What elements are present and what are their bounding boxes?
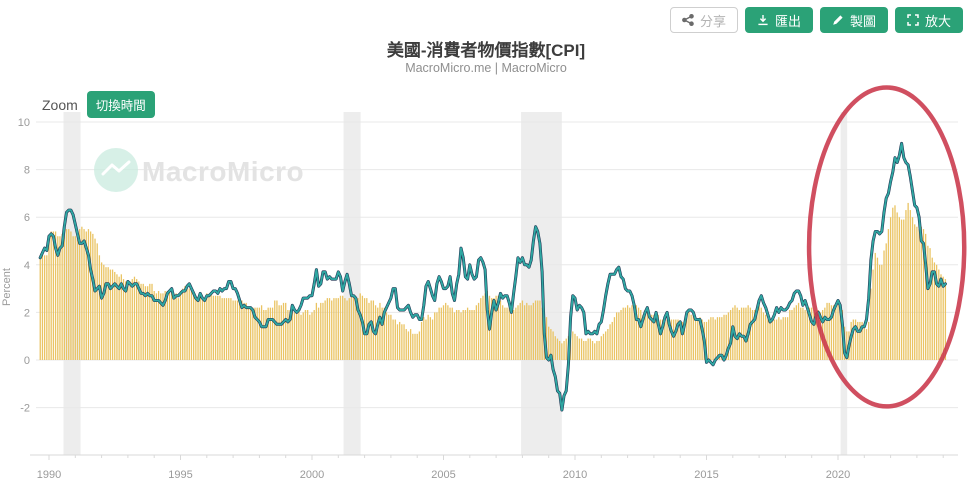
x-axis: 1990 1995 2000 2005 2010 2015 2020 [30,454,958,481]
switch-time-button[interactable]: 切換時間 [86,91,155,118]
cpi-line-teal [39,142,947,411]
y-tick-label: 0 [24,355,30,367]
share-button-label: 分享 [699,13,726,29]
header-button-bar: 分享 匯出 製圖 放大 [669,7,963,33]
annotation-ellipse [806,85,967,409]
zoom-toolbar: Zoom 切換時間 [42,91,155,118]
watermark: MacroMicro [94,148,304,192]
x-tick-label: 2010 [563,469,587,481]
y-tick-label: 8 [24,165,30,177]
page-title: 美國-消費者物價指數[CPI] [386,41,586,60]
x-tick-label: 2000 [300,469,324,481]
x-tick-label: 2015 [694,469,718,481]
watermark-text: MacroMicro [142,156,304,187]
zoom-label: Zoom [42,96,78,113]
fullscreen-button-label: 放大 [924,13,951,29]
draw-chart-button[interactable]: 製圖 [819,7,888,33]
x-tick-label: 1995 [168,469,192,481]
share-icon [682,14,694,26]
fullscreen-button[interactable]: 放大 [894,7,963,33]
x-tick-label: 2005 [431,469,455,481]
page-subtitle: MacroMicro.me | MacroMicro [405,61,567,75]
y-tick-label: 4 [24,260,30,272]
y-axis-title: Percent [1,268,13,306]
core-cpi-bars [39,202,947,360]
download-icon [757,14,769,26]
export-button-label: 匯出 [774,13,801,29]
y-tick-label: 2 [24,307,30,319]
chart-plot-area[interactable] [36,112,958,455]
expand-icon [907,14,919,26]
x-tick-label: 1990 [37,469,61,481]
y-tick-label: -2 [20,403,30,415]
cpi-line [38,141,947,412]
y-tick-label: 6 [24,212,30,224]
pencil-icon [832,14,844,26]
y-tick-label: 10 [18,117,30,129]
export-button[interactable]: 匯出 [744,7,813,33]
x-tick-label: 2020 [826,469,850,481]
share-button[interactable]: 分享 [669,7,738,33]
draw-chart-button-label: 製圖 [849,13,876,29]
